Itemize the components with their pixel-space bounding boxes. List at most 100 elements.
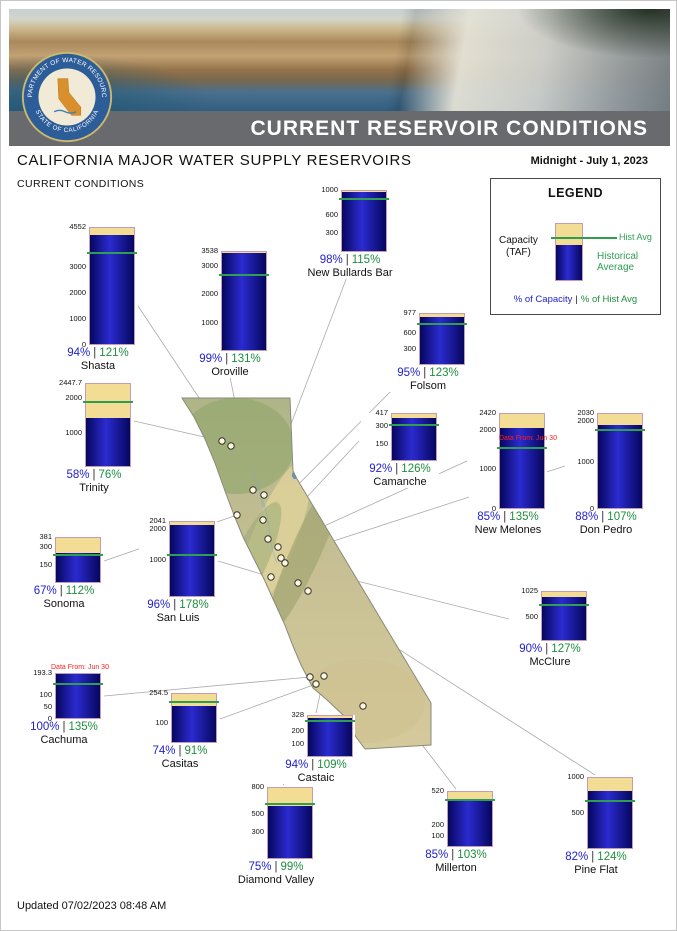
pct-separator: | [62, 721, 66, 733]
y-axis-tick: 100 [291, 739, 304, 749]
pct-of-hist-avg: 76% [98, 469, 122, 481]
pct-of-capacity: 96% [147, 599, 171, 611]
legend-box: LEGEND Capacity (TAF) Hist Avg Historica… [490, 178, 661, 315]
pct-of-capacity: 85% [477, 511, 501, 523]
legend-hist-avg-label: Hist Avg [619, 232, 652, 242]
legend-capacity-label: Capacity (TAF) [499, 235, 538, 258]
pct-of-capacity: 67% [33, 585, 57, 597]
y-axis: 381 300 150 [25, 533, 55, 583]
plot-area [83, 383, 133, 467]
percent-row: 85% | 135% [453, 511, 563, 523]
y-axis: 2041 2000 1000 [139, 517, 169, 597]
pct-of-hist-avg: 123% [429, 367, 459, 379]
pct-of-hist-avg: 112% [65, 585, 95, 597]
dwr-logo: DEPARTMENT OF WATER RESOURCES STATE OF C… [21, 51, 113, 143]
reservoir-name: Casitas [161, 758, 199, 770]
reservoir-name: Castaic [297, 772, 335, 784]
y-axis-tick: 150 [375, 438, 388, 448]
pct-of-capacity: 58% [66, 469, 90, 481]
page-title: CALIFORNIA MAJOR WATER SUPPLY RESERVOIRS [17, 152, 412, 169]
logo-water-wave-icon [53, 109, 77, 114]
pct-of-hist-avg: 109% [317, 759, 347, 771]
y-axis-tick: 1000 [479, 464, 496, 474]
reservoir-chart-pine-flat: 1000 500 82% | 124% Pine Flat [557, 773, 635, 876]
percent-row: 58% | 76% [39, 469, 149, 481]
reservoir-chart-oroville: 3538 3000 2000 1000 99% | 131% Oroville [191, 247, 269, 378]
pct-separator: | [545, 643, 549, 655]
y-axis-tick: 1000 [65, 427, 82, 437]
percent-row: 99% | 131% [175, 353, 285, 365]
reservoir-name: Millerton [435, 862, 477, 874]
reservoir-name: Camanche [373, 476, 427, 488]
pct-of-capacity: 94% [67, 347, 91, 359]
y-axis-tick: 2000 [577, 416, 594, 425]
plot-area [53, 537, 103, 583]
hist-avg-line [595, 428, 645, 431]
plot-area [219, 251, 269, 351]
reservoir-name: Diamond Valley [237, 874, 315, 886]
pct-separator: | [92, 469, 96, 481]
plot-area [53, 673, 103, 719]
pct-separator: | [423, 367, 427, 379]
reservoir-name: Cachuma [40, 734, 88, 746]
y-axis-tick: 1000 [201, 317, 218, 327]
pct-of-hist-avg: 121% [99, 347, 129, 359]
pct-of-capacity: 92% [369, 463, 393, 475]
reservoir-chart-cachuma: Data From: Jun 30 193.3 100 50 0 100% | 135% … [25, 664, 109, 746]
y-axis-tick: 100 [155, 718, 168, 728]
reservoir-chart-millerton: 520 200 100 85% | 103% Millerton [417, 787, 495, 874]
y-axis-tick: 2447.7 [59, 378, 82, 387]
y-axis: 4552 3000 2000 1000 0 [59, 223, 89, 349]
page-subtitle: CURRENT CONDITIONS [17, 178, 145, 190]
storage-bar [308, 718, 352, 756]
reservoir-name: Oroville [211, 366, 249, 378]
plot-area [167, 521, 217, 597]
data-note: Data From: Jun 30 [499, 435, 557, 442]
storage-bar [172, 706, 216, 742]
hist-avg-line [445, 799, 495, 802]
percent-row: 85% | 103% [401, 849, 511, 861]
y-axis: 2420 2000 1000 0 [469, 409, 499, 513]
pct-of-hist-avg: 126% [401, 463, 431, 475]
reservoir-chart-casitas: 254.5 100 74% | 91% Casitas [141, 689, 219, 770]
pct-of-capacity: 99% [199, 353, 223, 365]
pct-of-capacity: 75% [248, 861, 272, 873]
reservoir-chart-camanche: 417 300 150 92% | 126% Camanche [361, 409, 439, 488]
hist-avg-line [53, 683, 103, 686]
pct-separator: | [311, 759, 315, 771]
reservoir-chart-castaic: 328 200 100 94% | 109% Castaic [277, 711, 355, 784]
legend-historical-average-label: Historical Average [597, 251, 639, 273]
plot-area [595, 413, 645, 509]
y-axis-tick: 0 [81, 340, 86, 349]
legend-hist-avg-line [551, 237, 617, 239]
percent-row: 82% | 124% [541, 851, 651, 863]
plot-area [169, 693, 219, 743]
hist-avg-line [539, 603, 589, 606]
hist-avg-line [497, 446, 547, 449]
percent-row: 88% | 107% [551, 511, 661, 523]
reservoir-chart-diamond-valley: 800 500 300 75% | 99% Diamond Valley [237, 783, 315, 886]
legend-sample-bar [555, 223, 583, 281]
reservoir-name: Shasta [80, 360, 116, 372]
plot-area [539, 591, 589, 641]
y-axis-tick: 1000 [567, 772, 584, 781]
y-axis-tick: 500 [571, 808, 584, 817]
y-axis-tick: 1000 [577, 456, 594, 466]
y-axis-tick: 0 [47, 714, 52, 723]
storage-bar [268, 805, 312, 858]
reservoir-chart-san-luis: 2041 2000 1000 96% | 178% San Luis [139, 517, 217, 624]
y-axis-tick: 0 [589, 504, 594, 513]
reservoir-chart-mcclure: 1025 500 90% | 127% McClure [511, 587, 589, 668]
y-axis-tick: 300 [39, 541, 52, 551]
plot-area [389, 413, 439, 461]
plot-area [339, 190, 389, 252]
reservoir-name: San Luis [156, 612, 200, 624]
reservoir-name: New Melones [474, 524, 542, 536]
legend-footer: % of Capacity |% of Hist Avg [491, 294, 660, 305]
y-axis-tick: 300 [325, 228, 338, 238]
y-axis: 520 200 100 [417, 787, 447, 847]
pct-of-hist-avg: 124% [597, 851, 627, 863]
reservoir-name: Don Pedro [579, 524, 633, 536]
hist-avg-line [265, 802, 315, 805]
